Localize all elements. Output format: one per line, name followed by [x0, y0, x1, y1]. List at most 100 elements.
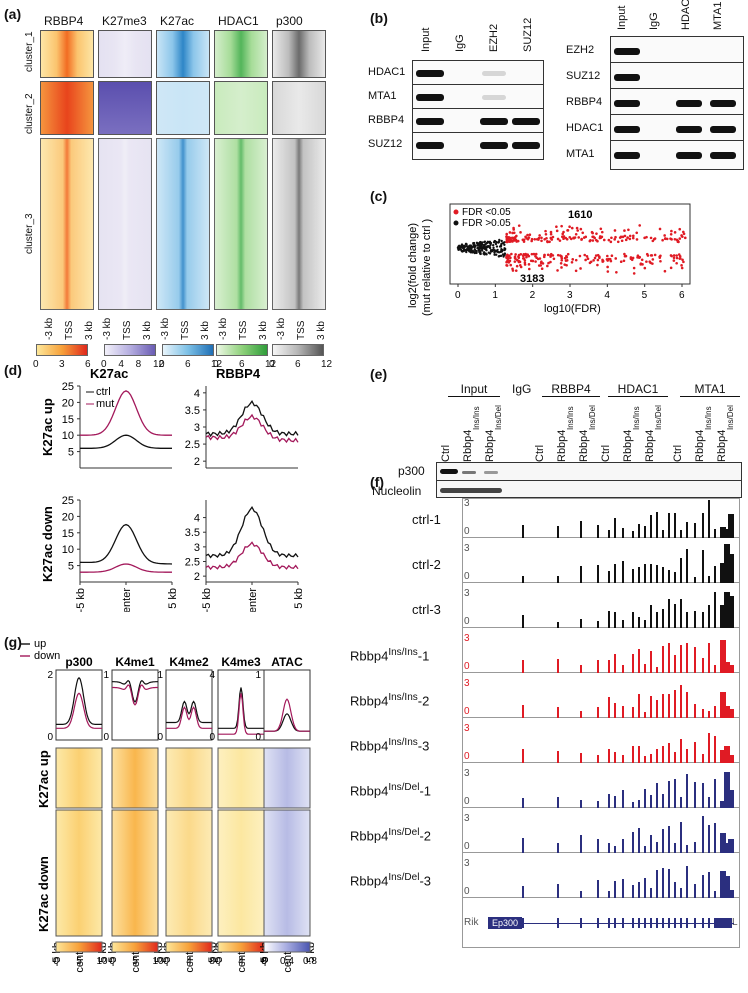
point-sig [638, 224, 642, 227]
point-ns [480, 247, 484, 250]
point-ns [494, 249, 498, 253]
peak [724, 745, 730, 763]
heatmap-up-K4me2 [165, 747, 213, 809]
point-sig [556, 253, 560, 257]
peak [522, 659, 524, 673]
up-count: 1610 [568, 209, 592, 221]
peak [694, 522, 696, 538]
point-sig [564, 259, 568, 262]
x-label: log10(FDR) [544, 303, 601, 315]
e-lane-sup: Ins/Ins [566, 406, 575, 430]
point-sig [623, 252, 626, 256]
peak [650, 651, 652, 673]
peak [522, 575, 524, 583]
f-scale-top: 3 [464, 723, 470, 734]
point-sig [616, 240, 620, 244]
peak [708, 604, 710, 628]
point-sig [579, 267, 582, 270]
point-sig [581, 231, 585, 235]
peak [668, 826, 670, 853]
point-sig [552, 257, 556, 261]
point-sig [650, 254, 654, 257]
legend-mut: mut [96, 398, 114, 410]
point-sig [606, 265, 609, 269]
colorbar-g-tick: 10 [152, 956, 164, 967]
peak [668, 513, 670, 538]
peak [662, 529, 664, 538]
peak [608, 530, 610, 538]
peak [680, 797, 682, 808]
point-sig [680, 266, 684, 270]
band [440, 488, 502, 493]
heatmap-cluster3-K27me3 [98, 138, 152, 310]
f-label-8: Rbbp4Ins/Del-3 [350, 872, 431, 888]
point-sig [601, 260, 604, 263]
point-sig [594, 254, 598, 257]
peak [686, 845, 688, 853]
f-right-gene: L [732, 917, 738, 928]
colorbar-g-tick: 0 [53, 956, 59, 967]
legend-ns: FDR >0.05 [462, 218, 511, 229]
point-sig [515, 240, 518, 243]
peak [686, 773, 688, 808]
point-ns [468, 247, 471, 250]
x-tick: 2 [530, 290, 536, 301]
colorbar-g-tick: 5 [132, 956, 138, 967]
point-sig [622, 259, 626, 263]
point-sig [549, 255, 552, 258]
b-right-row-RBBP4: RBBP4 [566, 96, 603, 108]
profile-ymin: 0 [255, 732, 261, 743]
point-sig [566, 252, 570, 256]
peak [632, 654, 634, 673]
point-sig [636, 256, 639, 259]
x-tick: 5 [642, 290, 648, 301]
point-sig [648, 260, 652, 263]
peak [597, 839, 599, 853]
peak [724, 592, 730, 628]
point-sig [513, 235, 517, 239]
peak [650, 514, 652, 538]
point-sig [513, 255, 517, 259]
band [614, 152, 640, 159]
point-sig [600, 230, 604, 234]
point-sig [565, 237, 569, 241]
f-left-gene: Rik [464, 917, 479, 928]
point-sig [509, 263, 513, 267]
point-sig [517, 224, 521, 227]
point-sig [534, 252, 538, 256]
colorbar-g-tick: 0 [215, 956, 221, 967]
profile-ymin: 0 [103, 732, 109, 743]
colorbar-g-0 [55, 941, 103, 953]
point-sig [549, 252, 553, 256]
legend-sig: FDR <0.05 [462, 207, 511, 218]
a-xtick: -3 kb [160, 317, 171, 340]
point-sig [534, 254, 537, 258]
point-sig [627, 228, 630, 232]
point-sig [669, 232, 673, 236]
colorbar-a-tick: 3 [59, 359, 65, 370]
point-sig [584, 235, 588, 239]
f-scale-top: 3 [464, 588, 470, 599]
point-sig [613, 229, 617, 232]
peak [702, 754, 704, 763]
point-ns [486, 245, 490, 249]
heatmap-up-K4me1 [111, 747, 159, 809]
peak [557, 621, 559, 628]
profile-down [56, 692, 102, 729]
peak [702, 658, 704, 673]
colorbar-a-1 [104, 344, 156, 356]
f-track [462, 767, 740, 808]
exon [622, 918, 624, 928]
colorbar-a-tick: 6 [239, 359, 245, 370]
point-sig [514, 269, 518, 272]
peak [632, 531, 634, 538]
y-tick: 2.5 [185, 439, 200, 451]
peak [644, 664, 646, 673]
point-ns [494, 242, 498, 246]
point-ns [500, 239, 503, 243]
peak [694, 742, 696, 763]
peak [686, 866, 688, 898]
point-sig [678, 237, 682, 240]
point-sig [678, 257, 682, 260]
peak [650, 753, 652, 763]
